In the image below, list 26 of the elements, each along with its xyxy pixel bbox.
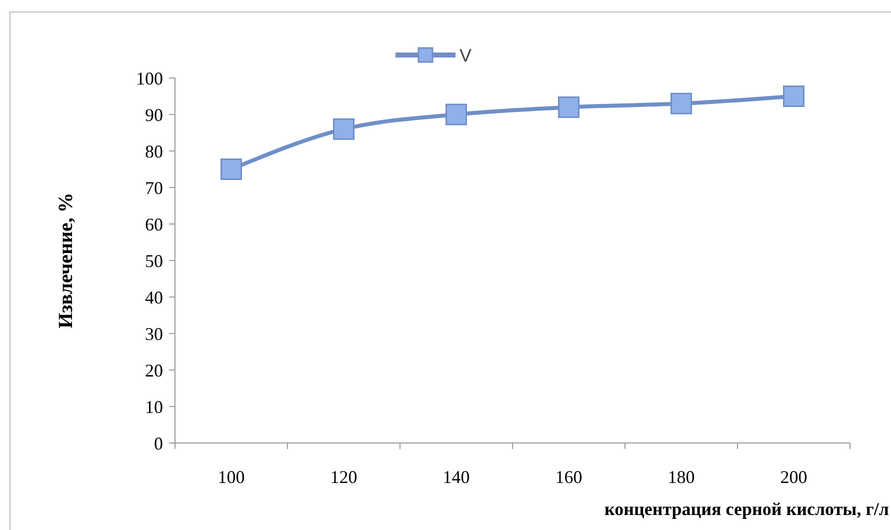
x-tick-label: 120 bbox=[330, 467, 358, 487]
point bbox=[220, 158, 242, 180]
y-tick-label: 90 bbox=[145, 104, 163, 125]
x-tick-label: 160 bbox=[555, 467, 582, 487]
x-tick-label: 180 bbox=[668, 467, 695, 487]
x-tick-label: 100 bbox=[218, 467, 245, 487]
y-tick-label: 40 bbox=[145, 287, 163, 308]
y-axis-title: Извлечение, % bbox=[55, 192, 77, 328]
y-tick-label: 70 bbox=[145, 178, 163, 198]
legend-label: V bbox=[460, 45, 472, 66]
point bbox=[446, 104, 467, 126]
y-tick-label: 10 bbox=[145, 396, 163, 417]
x-tick-label: 200 bbox=[780, 467, 808, 487]
y-tick-label: 50 bbox=[145, 250, 163, 271]
y-tick-label: 100 bbox=[136, 68, 163, 88]
y-tick-label: 0 bbox=[154, 433, 163, 454]
y-tick-label: 30 bbox=[145, 324, 163, 344]
x-tick-label: 140 bbox=[442, 467, 470, 487]
y-tick-label: 20 bbox=[145, 360, 163, 380]
y-tick-label: 80 bbox=[145, 141, 163, 162]
point bbox=[333, 118, 354, 140]
point bbox=[558, 96, 580, 118]
point bbox=[783, 86, 804, 107]
point bbox=[670, 92, 692, 114]
x-axis-title: концентрация серной кислоты, г/л bbox=[604, 499, 889, 519]
y-tick-label: 60 bbox=[145, 214, 163, 234]
